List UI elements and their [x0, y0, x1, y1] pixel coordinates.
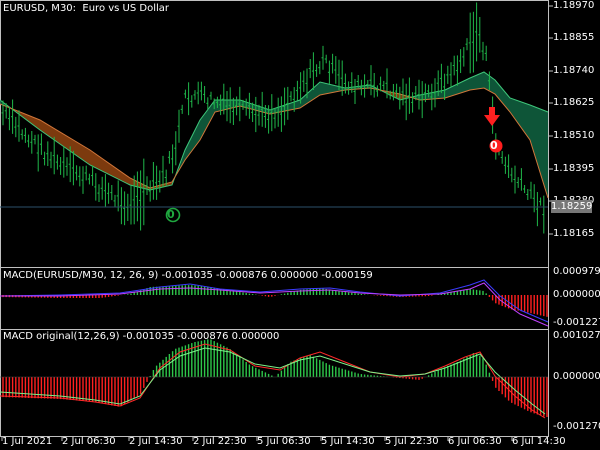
- macd-scale-label: 0.000000: [553, 289, 600, 300]
- time-label: 6 Jul 14:30: [512, 436, 566, 447]
- time-label: 6 Jul 06:30: [448, 436, 502, 447]
- macd-scale-label: 0.000979: [553, 266, 600, 277]
- bear-cloud-segment: [12, 108, 174, 190]
- macd-panel-plot: [0, 279, 549, 327]
- macd-scale-label: -0.001227: [553, 317, 600, 328]
- macd-original-scale-label: 0.000000: [553, 371, 600, 382]
- current-price-tag: 1.18259: [551, 200, 593, 213]
- price-label: 1.18395: [553, 163, 595, 174]
- bull-cloud-segment: [412, 72, 548, 198]
- price-bars: [1, 2, 545, 234]
- slow-ma-line: [0, 87, 549, 199]
- macd-original-signal-line: [0, 343, 546, 419]
- price-label: 1.18625: [553, 97, 595, 108]
- ma-cloud: [0, 71, 549, 199]
- price-label: 1.18510: [553, 130, 595, 141]
- macd-signal-line: [0, 279, 549, 323]
- macd-original-scale-label: 0.001027: [553, 330, 600, 341]
- time-label: 5 Jul 22:30: [385, 436, 439, 447]
- time-label: 2 Jul 22:30: [193, 436, 247, 447]
- sell-signal-icon[interactable]: [489, 139, 503, 153]
- macd-original-main-line: [0, 347, 546, 415]
- price-label: 1.18855: [553, 32, 595, 43]
- time-label: 5 Jul 14:30: [321, 436, 375, 447]
- macd-original-title: MACD original(12,26,9) -0.001035 -0.0008…: [3, 331, 280, 342]
- macd-original-scale-label: -0.001270: [553, 421, 600, 432]
- buy-signal-icon[interactable]: [165, 207, 181, 223]
- macd-original-plot: [0, 339, 548, 419]
- chart-frame: [0, 0, 553, 441]
- price-label: 1.18970: [553, 0, 595, 11]
- time-label: 1 Jul 2021: [2, 436, 53, 447]
- price-label: 1.18740: [553, 65, 595, 76]
- chart-title: EURUSD, M30: Euro vs US Dollar: [3, 3, 170, 14]
- buy-signal-label: 0: [167, 208, 175, 221]
- price-label: 1.18165: [553, 228, 595, 239]
- time-label: 5 Jul 06:30: [257, 436, 311, 447]
- time-label: 2 Jul 14:30: [129, 436, 183, 447]
- sell-arrow-icon[interactable]: [484, 107, 500, 126]
- macd-panel-title: MACD(EURUSD/M30, 12, 26, 9) -0.001035 -0…: [3, 270, 373, 281]
- time-label: 2 Jul 06:30: [62, 436, 116, 447]
- macd-main-line: [0, 282, 549, 327]
- sell-signal-label: 0: [490, 139, 498, 152]
